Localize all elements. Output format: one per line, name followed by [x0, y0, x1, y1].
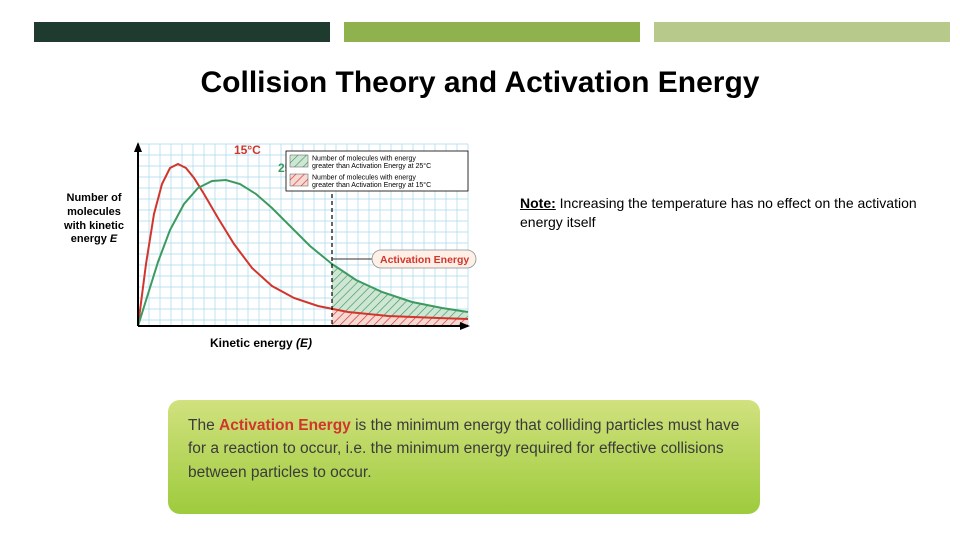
definition-callout: The Activation Energy is the minimum ene… [168, 400, 760, 514]
definition-prefix: The [188, 417, 219, 434]
distribution-chart: Number of molecules with kinetic energy … [60, 138, 480, 358]
svg-text:greater than Activation Energy: greater than Activation Energy at 15°C [312, 181, 431, 189]
svg-text:Number of molecules with energ: Number of molecules with energy [312, 156, 416, 163]
svg-text:Number of molecules with energ: Number of molecules with energy [312, 175, 416, 182]
accent-bar [34, 22, 950, 42]
svg-text:Activation Energy: Activation Energy [380, 254, 469, 266]
note-text: Note: Increasing the temperature has no … [520, 194, 920, 232]
accent-bar-seg-3 [654, 22, 950, 42]
chart-ylabel: Number of molecules with kinetic energy … [58, 192, 130, 247]
note-label: Note: [520, 195, 556, 211]
accent-bar-seg-1 [34, 22, 330, 42]
svg-text:15°C: 15°C [234, 143, 261, 157]
chart-svg: 15°C25°CActivation EnergyNumber of molec… [60, 138, 480, 358]
svg-text:greater than Activation Energy: greater than Activation Energy at 25°C [312, 162, 431, 170]
page-title: Collision Theory and Activation Energy [0, 66, 960, 100]
chart-xlabel: Kinetic energy (E) [210, 336, 312, 350]
note-body: Increasing the temperature has no effect… [520, 195, 917, 230]
accent-bar-seg-2 [344, 22, 640, 42]
definition-highlight: Activation Energy [219, 417, 351, 434]
